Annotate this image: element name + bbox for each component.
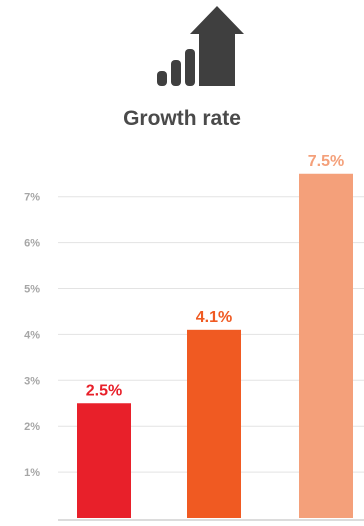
y-axis-ticks: 1% 2% 3% 4% 5% 6% 7%	[24, 192, 40, 479]
bar-data-label: 7.5%	[308, 153, 344, 170]
icon-arrow	[190, 6, 244, 86]
data-labels: 2.5% 4.1% 7.5%	[86, 153, 344, 400]
bar	[299, 173, 353, 518]
growth-bars-arrow-icon	[157, 6, 244, 86]
bars	[77, 173, 353, 518]
icon-bar-3	[185, 49, 195, 86]
bar-data-label: 2.5%	[86, 382, 122, 399]
bar-data-label: 4.1%	[196, 309, 232, 326]
y-tick-label: 4%	[24, 329, 40, 341]
y-tick-label: 3%	[24, 375, 40, 387]
y-tick-label: 7%	[24, 192, 40, 204]
chart-title: Growth rate	[123, 107, 241, 130]
y-tick-label: 5%	[24, 284, 40, 296]
y-tick-label: 2%	[24, 421, 40, 433]
bar	[77, 403, 131, 518]
icon-bar-1	[157, 71, 167, 86]
y-tick-label: 6%	[24, 238, 40, 250]
bar	[187, 329, 241, 518]
icon-bar-2	[171, 60, 181, 86]
y-tick-label: 1%	[24, 467, 40, 479]
